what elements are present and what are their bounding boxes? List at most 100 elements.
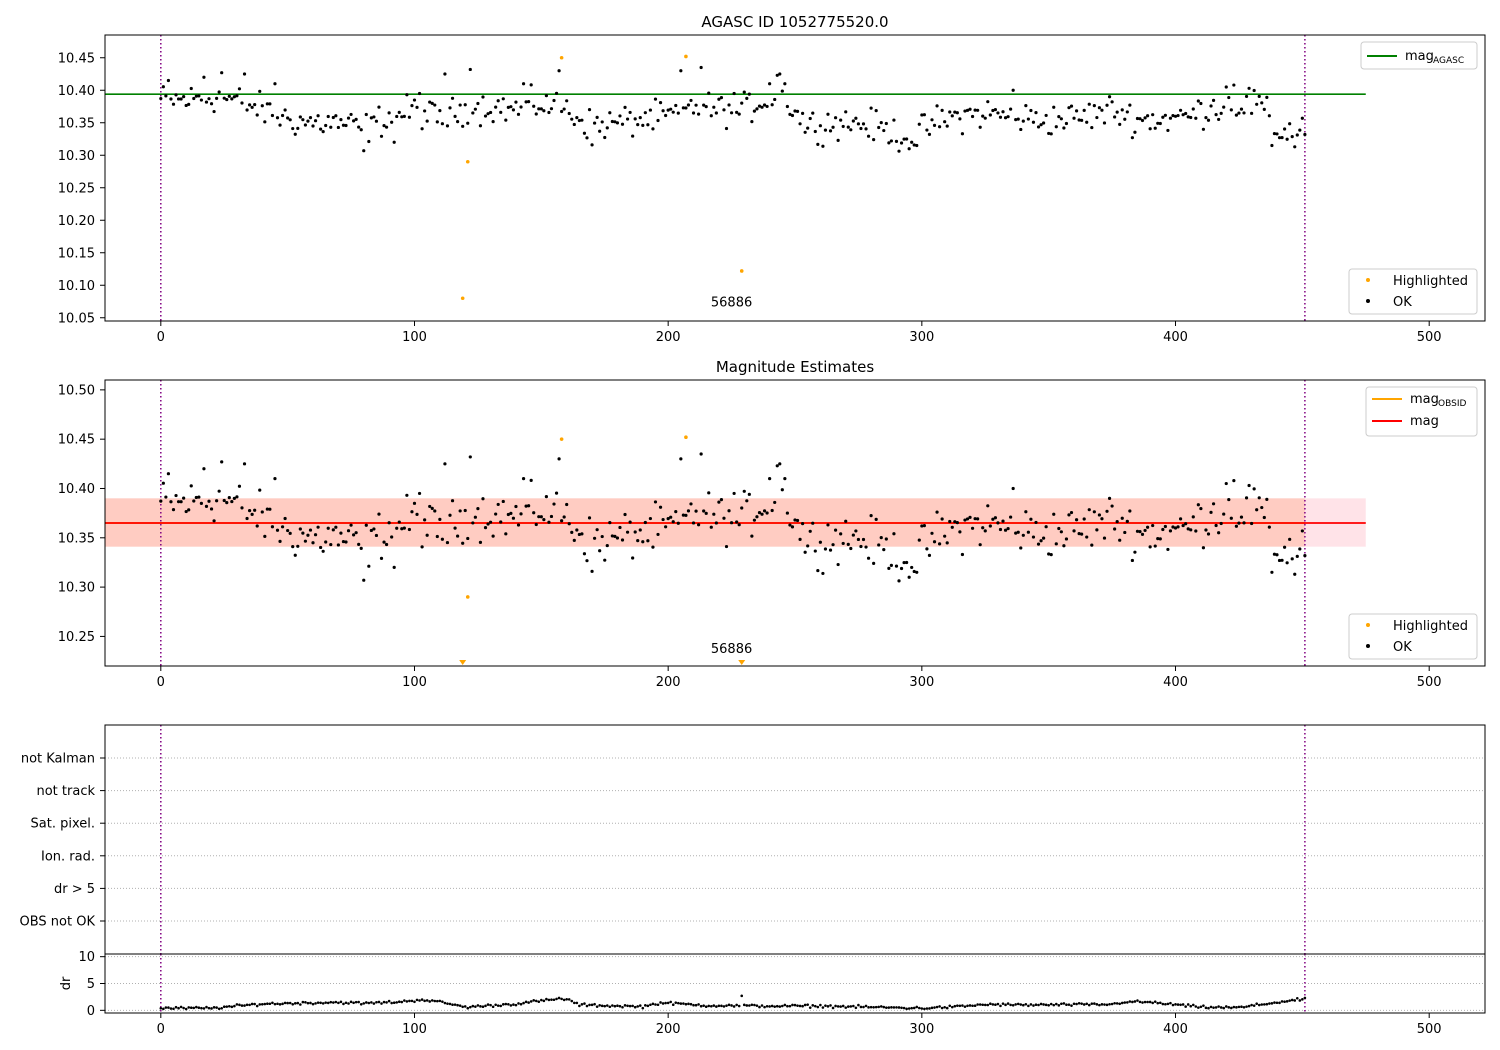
ok-point xyxy=(646,123,650,127)
dr-point xyxy=(1166,1002,1170,1006)
ok-point xyxy=(250,105,254,109)
dr-point xyxy=(890,1006,893,1009)
x-tick-label: 100 xyxy=(402,1022,427,1037)
ok-point xyxy=(1237,521,1241,525)
ok-point xyxy=(694,509,698,513)
dr-point xyxy=(940,1006,944,1010)
dr-point xyxy=(585,1004,589,1008)
dr-point xyxy=(1280,1000,1284,1003)
ok-point xyxy=(917,538,921,542)
dr-point xyxy=(387,999,391,1003)
ok-point xyxy=(1290,557,1294,561)
dr-chart: 0 100 200 300 400 500 0 5 10 dr xyxy=(59,950,1486,1037)
dr-point xyxy=(659,1001,662,1004)
ok-point xyxy=(476,507,480,511)
dr-point xyxy=(494,1003,497,1007)
ok-point xyxy=(1039,123,1043,127)
ok-point xyxy=(1052,512,1056,516)
ok-point xyxy=(811,521,815,525)
ok-point xyxy=(466,121,470,125)
ok-point xyxy=(1087,102,1091,106)
ok-point xyxy=(826,523,830,527)
ok-point xyxy=(1090,125,1094,130)
ok-point xyxy=(709,525,713,529)
ok-point xyxy=(996,521,1000,525)
dr-point xyxy=(179,1005,183,1009)
dr-point xyxy=(644,1004,647,1007)
ok-point xyxy=(544,94,548,98)
ok-point xyxy=(879,536,883,540)
ok-point xyxy=(818,124,822,128)
ok-point xyxy=(580,532,584,536)
ok-point xyxy=(993,107,998,112)
dr-point xyxy=(276,1002,279,1006)
ok-point xyxy=(877,125,881,130)
ok-point xyxy=(935,510,939,514)
ok-point xyxy=(1270,143,1274,148)
ok-point xyxy=(905,137,909,141)
ok-point xyxy=(532,511,536,515)
ok-point xyxy=(722,516,726,520)
dr-point xyxy=(621,1005,624,1009)
dr-point xyxy=(948,1004,952,1008)
dr-point xyxy=(1100,1003,1104,1006)
dr-point xyxy=(867,1006,870,1009)
dr-point xyxy=(603,1004,607,1008)
obsid-annotation: 56886 xyxy=(711,296,752,311)
dr-point xyxy=(699,1004,703,1008)
ok-point xyxy=(192,499,196,503)
dr-point xyxy=(737,1004,741,1008)
ok-point xyxy=(1016,530,1020,534)
dr-point xyxy=(770,1004,774,1008)
dr-point xyxy=(1052,1003,1056,1007)
dr-point xyxy=(958,1004,962,1008)
ok-point xyxy=(973,517,977,521)
dr-point xyxy=(1118,1002,1122,1006)
ok-point xyxy=(669,515,673,519)
dr-point xyxy=(778,1005,782,1008)
ok-point xyxy=(171,508,176,512)
dr-point xyxy=(425,999,429,1002)
ok-point xyxy=(610,534,614,538)
ok-point xyxy=(905,560,909,565)
ok-point xyxy=(828,548,833,552)
dr-point xyxy=(768,1005,771,1008)
dr-point xyxy=(291,1003,295,1006)
ok-point xyxy=(1184,522,1188,526)
ok-point xyxy=(1176,525,1180,529)
ok-point xyxy=(179,97,183,101)
highlighted-point xyxy=(559,55,564,60)
ok-point xyxy=(1163,524,1167,529)
ok-point xyxy=(397,520,401,524)
ok-point xyxy=(392,565,396,569)
ok-point xyxy=(263,534,267,538)
dr-point xyxy=(192,1006,196,1010)
dr-point xyxy=(608,1005,612,1009)
dr-point xyxy=(836,1005,840,1008)
ok-point xyxy=(1082,517,1086,521)
ok-point xyxy=(420,127,424,131)
ok-point xyxy=(1062,544,1066,548)
ok-point xyxy=(428,100,432,104)
dr-point xyxy=(1077,1001,1081,1005)
ok-point xyxy=(448,106,452,110)
ok-point xyxy=(253,508,257,512)
ok-point xyxy=(585,136,589,140)
dr-point xyxy=(1199,1005,1203,1009)
dr-point xyxy=(1295,996,1299,1000)
ok-point xyxy=(461,541,465,545)
ok-point xyxy=(496,502,500,507)
ok-point xyxy=(286,528,290,533)
ok-point xyxy=(641,540,645,544)
ok-point xyxy=(697,112,701,116)
ok-point xyxy=(620,538,625,542)
ok-point xyxy=(324,540,328,544)
y-tick-label: 5 xyxy=(87,977,95,992)
ok-point xyxy=(270,113,275,118)
ok-point xyxy=(192,96,196,101)
ok-point xyxy=(676,521,680,525)
dr-point xyxy=(177,1006,180,1010)
ok-point xyxy=(948,110,952,114)
ok-point xyxy=(955,521,959,525)
dr-point xyxy=(207,1006,211,1010)
